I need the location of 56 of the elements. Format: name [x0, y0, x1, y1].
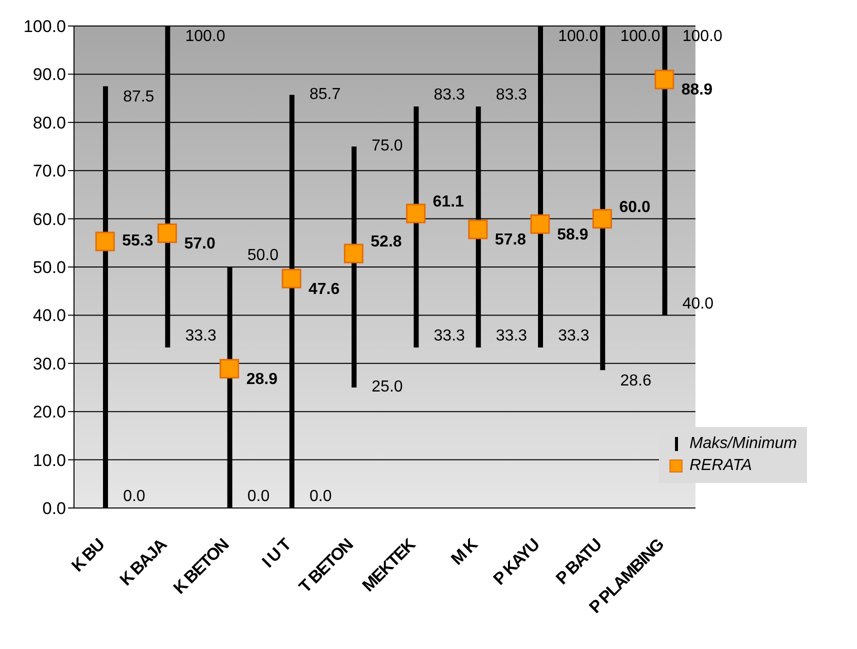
annotation: 75.0 — [372, 138, 403, 155]
x-tick-label: I U T — [258, 534, 296, 572]
y-tick-label: 40.0 — [32, 306, 66, 326]
annotation: 83.3 — [496, 86, 528, 104]
y-tick-label: 70.0 — [32, 162, 66, 181]
point — [220, 358, 240, 378]
y-tick-label: 50.0 — [32, 258, 66, 278]
y-tick-label: 100.0 — [23, 17, 66, 36]
data-label: 88.9 — [681, 82, 713, 99]
point — [592, 209, 612, 229]
annotation: 25.0 — [372, 378, 403, 396]
legend-label: RERATA — [689, 456, 752, 476]
annotation: 33.3 — [558, 328, 590, 345]
annotation: 85.7 — [310, 86, 341, 104]
point — [282, 268, 302, 288]
y-tick-label: 90.0 — [32, 65, 66, 84]
data-label: 58.9 — [557, 226, 588, 244]
point — [344, 244, 364, 264]
point — [468, 220, 488, 240]
annotation: 0.0 — [247, 488, 270, 506]
point — [654, 70, 674, 90]
annotation: 87.5 — [123, 88, 154, 106]
point — [157, 224, 177, 244]
legend-label: Maks/Minimum — [689, 434, 797, 454]
annotation: 83.3 — [434, 86, 466, 104]
y-tick-label: 20.0 — [32, 402, 66, 422]
y-tick-label: 10.0 — [32, 450, 66, 470]
point — [406, 204, 426, 224]
annotation: 100.0 — [558, 28, 598, 46]
annotation: 0.0 — [123, 488, 146, 506]
y-tick-label: 0.0 — [42, 499, 66, 518]
annotation: 100.0 — [620, 28, 660, 46]
data-label: 55.3 — [122, 232, 154, 250]
data-label: 60.0 — [619, 199, 650, 216]
annotation: 33.3 — [185, 328, 216, 345]
data-label: 28.9 — [246, 370, 278, 388]
data-label: 52.8 — [370, 234, 402, 251]
y-tick-label: 30.0 — [32, 354, 66, 374]
point — [95, 232, 115, 252]
annotation: 33.3 — [434, 328, 466, 345]
y-tick-label: 60.0 — [32, 210, 66, 229]
annotation: 33.3 — [496, 328, 528, 345]
annotation: 28.6 — [620, 372, 652, 390]
annotation: 40.0 — [682, 295, 714, 312]
x-tick-label: K BU — [68, 534, 108, 576]
annotation: 100.0 — [185, 28, 226, 46]
data-label: 57.0 — [184, 235, 216, 252]
data-label: 61.1 — [432, 194, 464, 211]
data-label: 57.8 — [494, 232, 526, 249]
annotation: 100.0 — [682, 28, 723, 46]
y-tick-label: 80.0 — [32, 113, 66, 132]
point — [530, 214, 550, 234]
x-tick-label: M K — [447, 534, 482, 569]
data-label: 47.6 — [308, 280, 340, 298]
annotation: 0.0 — [310, 488, 332, 506]
annotation: 50.0 — [247, 247, 279, 264]
